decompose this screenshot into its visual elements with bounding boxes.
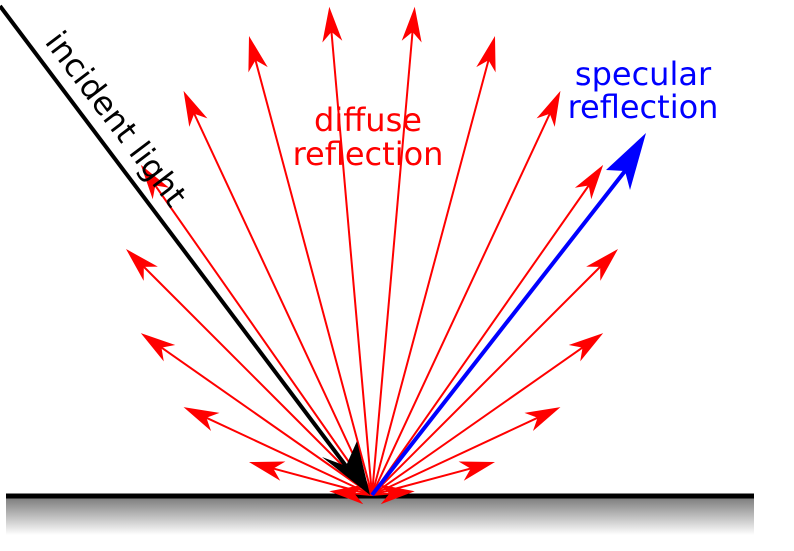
diffuse-ray bbox=[371, 35, 496, 496]
incident-light-label: incident light bbox=[38, 24, 195, 214]
diffuse-label-line2: reflection bbox=[293, 135, 444, 173]
diffuse-ray bbox=[249, 461, 373, 496]
diffuse-ray-line bbox=[201, 414, 373, 496]
diffuse-ray bbox=[371, 484, 415, 505]
diffuse-ray-arrowhead bbox=[574, 164, 604, 200]
diffuse-ray-line bbox=[371, 26, 414, 496]
diffuse-ray-arrowhead bbox=[568, 333, 604, 362]
specular-ray bbox=[370, 133, 646, 497]
diffuse-ray bbox=[371, 6, 422, 496]
diffuse-ray bbox=[371, 407, 561, 496]
diffuse-ray-line bbox=[371, 55, 491, 496]
specular-ray-line bbox=[370, 169, 627, 497]
specular-label-line1: specular bbox=[575, 55, 712, 93]
diffuse-label-line1: diffuse bbox=[314, 101, 422, 139]
diffuse-ray bbox=[183, 407, 373, 496]
diffuse-ray-arrowhead bbox=[329, 484, 366, 505]
diffuse-ray-arrowhead bbox=[401, 6, 422, 43]
diffuse-ray-line bbox=[156, 343, 373, 496]
diffuse-ray-line bbox=[139, 262, 373, 496]
diffuse-ray bbox=[371, 164, 604, 496]
diffuse-ray-arrowhead bbox=[249, 461, 286, 481]
diffuse-ray bbox=[140, 164, 373, 496]
diffuse-ray bbox=[371, 90, 561, 496]
diffuse-ray bbox=[183, 90, 373, 496]
diffuse-ray-arrowhead bbox=[586, 249, 618, 281]
diffuse-ray-line bbox=[371, 414, 543, 496]
diffuse-ray-line bbox=[371, 262, 605, 496]
specular-label-line2: reflection bbox=[568, 88, 719, 126]
diffuse-ray-arrowhead bbox=[458, 461, 495, 481]
diffuse-ray-arrowhead bbox=[536, 90, 561, 127]
diffuse-ray-line bbox=[371, 180, 593, 496]
diffuse-rays bbox=[126, 6, 618, 505]
diffuse-ray-arrowhead bbox=[322, 6, 343, 43]
diffuse-ray bbox=[126, 249, 373, 496]
diffuse-ray-line bbox=[253, 55, 373, 496]
diffuse-ray-line bbox=[330, 26, 373, 496]
diffuse-ray-arrowhead bbox=[183, 407, 220, 431]
diffuse-ray-arrowhead bbox=[248, 35, 268, 73]
specular-ray-arrowhead bbox=[606, 133, 646, 190]
diffuse-ray-arrowhead bbox=[476, 35, 496, 73]
incident-ray-arrowhead bbox=[322, 441, 370, 495]
incident-ray bbox=[0, 4, 370, 495]
diffuse-ray-arrowhead bbox=[524, 407, 561, 431]
diffuse-ray bbox=[371, 333, 604, 496]
diffuse-ray bbox=[140, 333, 373, 496]
diffuse-ray bbox=[322, 6, 373, 496]
incident-ray-line bbox=[0, 4, 348, 468]
diffuse-ray-arrowhead bbox=[378, 484, 415, 505]
diffuse-ray bbox=[248, 35, 373, 496]
diffuse-ray-arrowhead bbox=[140, 164, 170, 200]
diffuse-ray-line bbox=[268, 466, 373, 496]
diffuse-ray-line bbox=[371, 108, 553, 496]
diffuse-ray-arrowhead bbox=[183, 90, 208, 127]
diffuse-ray-line bbox=[371, 343, 588, 496]
diffuse-ray-line bbox=[151, 180, 373, 496]
diffuse-ray-arrowhead bbox=[140, 333, 176, 362]
diffuse-ray bbox=[371, 249, 618, 496]
surface-shading bbox=[6, 497, 754, 535]
diffuse-ray-arrowhead bbox=[126, 249, 158, 281]
diffuse-ray-line bbox=[191, 108, 373, 496]
